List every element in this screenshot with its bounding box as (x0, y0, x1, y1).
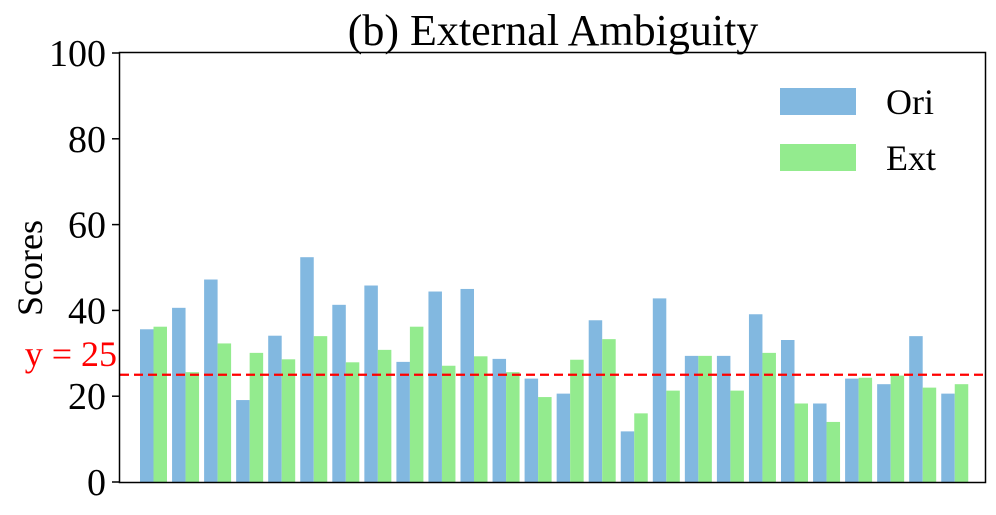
bar-ext-7 (345, 362, 360, 482)
bar-ext-4 (249, 352, 264, 482)
reference-line-label: y = 25 (25, 334, 117, 374)
bar-ext-26 (954, 384, 969, 482)
bar-ext-14 (570, 359, 584, 482)
bar-ori-10 (428, 291, 442, 482)
bar-ori-9 (396, 361, 410, 482)
bar-ext-22 (826, 421, 841, 482)
bar-ori-24 (877, 384, 891, 482)
bar-ori-7 (332, 304, 346, 482)
bar-ori-19 (716, 355, 731, 482)
bar-ori-21 (781, 340, 795, 482)
reference-line-group: y = 25 (25, 334, 985, 376)
bar-ori-8 (364, 285, 378, 482)
bar-ext-16 (634, 413, 648, 482)
chart-title: (b) External Ambiguity (348, 6, 759, 55)
bar-ext-17 (666, 390, 680, 482)
bar-ext-20 (762, 352, 776, 482)
y-axis-label: Scores (10, 220, 50, 316)
legend-swatch-ori (780, 88, 856, 115)
bar-ext-6 (313, 336, 328, 482)
bar-ori-14 (556, 393, 571, 482)
bar-ext-12 (506, 372, 520, 482)
y-axis-ticks: 0 20 40 60 80 100 (49, 33, 120, 504)
y-tick-label: 0 (87, 462, 106, 504)
bar-ext-24 (890, 375, 905, 482)
bar-ori-1 (140, 329, 154, 482)
legend-label-ori: Ori (886, 82, 934, 122)
y-tick-label: 80 (68, 119, 106, 161)
bar-ori-12 (492, 358, 507, 482)
bar-ext-1 (153, 326, 167, 482)
bar-ori-20 (748, 314, 763, 482)
bar-ori-4 (236, 400, 250, 482)
bar-ori-22 (813, 403, 827, 482)
bar-ext-23 (858, 377, 873, 482)
legend-label-ext: Ext (886, 138, 936, 178)
bar-ori-16 (620, 431, 635, 482)
bar-ext-25 (922, 387, 937, 482)
y-tick-label: 20 (68, 376, 106, 418)
bar-ext-10 (441, 365, 456, 482)
bar-ori-23 (845, 378, 859, 482)
bar-ori-6 (300, 257, 314, 482)
bar-ext-3 (217, 343, 232, 482)
bar-ext-11 (474, 356, 488, 482)
bar-ori-11 (460, 288, 474, 482)
bars-group (140, 257, 969, 482)
bar-ext-18 (698, 355, 712, 482)
legend: Ori Ext (780, 82, 936, 178)
bar-ori-13 (524, 378, 539, 482)
legend-swatch-ext (780, 144, 856, 171)
bar-ext-9 (409, 326, 424, 482)
y-tick-label: 100 (49, 33, 106, 75)
bar-ext-21 (794, 403, 808, 482)
bar-ori-25 (909, 336, 923, 482)
bar-ext-8 (377, 349, 392, 482)
bar-ori-18 (684, 355, 699, 482)
y-tick-label: 60 (68, 205, 106, 247)
bar-ext-15 (602, 339, 616, 482)
bar-ext-19 (730, 390, 744, 482)
plot-frame (118, 51, 987, 484)
bar-ori-15 (588, 320, 603, 482)
bar-ori-2 (172, 307, 186, 482)
bar-ori-26 (941, 393, 955, 482)
bar-ext-2 (185, 372, 200, 482)
bar-ori-17 (652, 298, 667, 482)
bar-ori-3 (204, 279, 218, 482)
y-tick-label: 40 (68, 290, 106, 332)
bar-ext-5 (281, 359, 296, 482)
bar-ori-5 (268, 335, 282, 482)
bar-ext-13 (538, 397, 552, 482)
